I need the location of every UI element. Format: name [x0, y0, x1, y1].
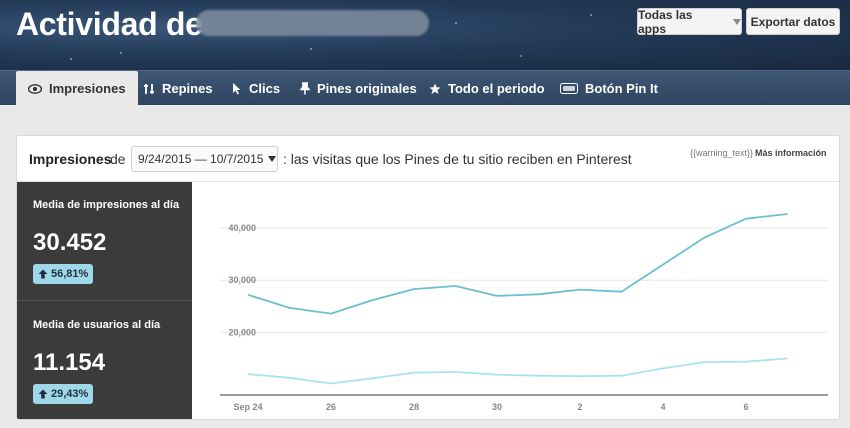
tab-original-pins[interactable]: Pines originales	[300, 71, 417, 106]
card-title-connector: de	[110, 151, 126, 167]
apps-dropdown-label: Todas las apps	[638, 7, 693, 36]
users-line	[247, 357, 788, 385]
x-tick-label: 4	[660, 402, 665, 412]
export-data-button[interactable]: Exportar datos	[746, 8, 840, 35]
x-tick-label: 28	[409, 402, 419, 412]
header-banner: Actividad de Todas las apps Exportar dat…	[0, 0, 850, 70]
x-tick-label: 30	[492, 402, 502, 412]
tab-label: Repines	[162, 81, 213, 96]
warning-text: {{warning_text}}	[690, 148, 754, 158]
star-icon	[429, 83, 441, 95]
background-star	[70, 58, 72, 60]
background-star	[520, 55, 522, 57]
apps-dropdown-button[interactable]: Todas las apps	[637, 7, 742, 36]
tab-pin-it-button[interactable]: Botón Pin It	[560, 71, 658, 106]
chevron-down-icon	[733, 18, 741, 25]
background-star	[455, 22, 457, 24]
pin-it-badge-icon	[560, 83, 578, 94]
tab-label: Todo el periodo	[448, 81, 545, 96]
eye-icon	[28, 83, 42, 94]
x-tick-label: 6	[743, 402, 748, 412]
tab-label: Botón Pin It	[585, 81, 658, 96]
x-tick-label: 2	[577, 402, 582, 412]
page-title: Actividad de	[16, 6, 203, 42]
y-tick-label: 20,000	[228, 327, 256, 337]
stat-avg-impressions: Media de impresiones al día 30.452 56,81…	[17, 182, 192, 301]
tab-label: Pines originales	[317, 81, 417, 96]
tab-clicks[interactable]: Clics	[232, 71, 280, 106]
stat-label: Media de impresiones al día	[33, 199, 180, 211]
tab-repins[interactable]: Repines	[143, 71, 213, 106]
impressions-chart: 40,000 30,000 20,000 Sep 24 26 28 30 2 4 6	[192, 182, 839, 419]
background-star	[120, 52, 122, 54]
change-value: 29,43%	[51, 388, 89, 400]
card-description: : las visitas que los Pines de tu sitio …	[283, 151, 632, 167]
change-value: 56,81%	[51, 268, 89, 280]
cursor-icon	[232, 82, 242, 95]
stat-value: 11.154	[33, 349, 106, 376]
arrow-up-icon	[38, 269, 48, 279]
line-chart: 40,000 30,000 20,000 Sep 24 26 28 30 2 4 6	[220, 213, 828, 412]
tab-label: Impresiones	[49, 81, 126, 96]
pin-icon	[300, 82, 310, 95]
x-tick-label: Sep 24	[233, 402, 262, 412]
redacted-site-name	[196, 10, 429, 36]
card-title: Impresiones	[29, 151, 112, 167]
more-info-link[interactable]: Más información	[755, 148, 827, 158]
x-tick-label: 26	[326, 402, 336, 412]
repin-icon	[143, 83, 155, 95]
stats-panel: Media de impresiones al día 30.452 56,81…	[17, 182, 192, 419]
background-star	[310, 48, 312, 50]
impressions-card: Impresiones de 9/24/2015 — 10/7/2015 : l…	[16, 135, 840, 420]
y-tick-label: 30,000	[228, 275, 256, 285]
chevron-down-icon	[268, 156, 277, 162]
change-badge: 29,43%	[33, 384, 94, 404]
card-header: Impresiones de 9/24/2015 — 10/7/2015 : l…	[17, 136, 839, 182]
stat-avg-users: Media de usuarios al día 11.154 29,43%	[17, 302, 192, 419]
y-tick-label: 40,000	[228, 223, 256, 233]
stat-value: 30.452	[33, 229, 107, 256]
stat-label: Media de usuarios al día	[33, 319, 161, 331]
background-star	[590, 14, 592, 16]
change-badge: 56,81%	[33, 264, 94, 284]
tab-impressions[interactable]: Impresiones	[16, 71, 138, 106]
impressions-line	[247, 213, 788, 315]
date-range-value: 9/24/2015 — 10/7/2015	[138, 152, 264, 166]
arrow-up-icon	[38, 389, 48, 399]
analytics-tab-bar: Impresiones Repines Clics Pines original…	[0, 70, 850, 106]
tab-label: Clics	[249, 81, 281, 96]
date-range-select[interactable]: 9/24/2015 — 10/7/2015	[131, 146, 278, 172]
tab-all-time[interactable]: Todo el periodo	[429, 71, 545, 106]
